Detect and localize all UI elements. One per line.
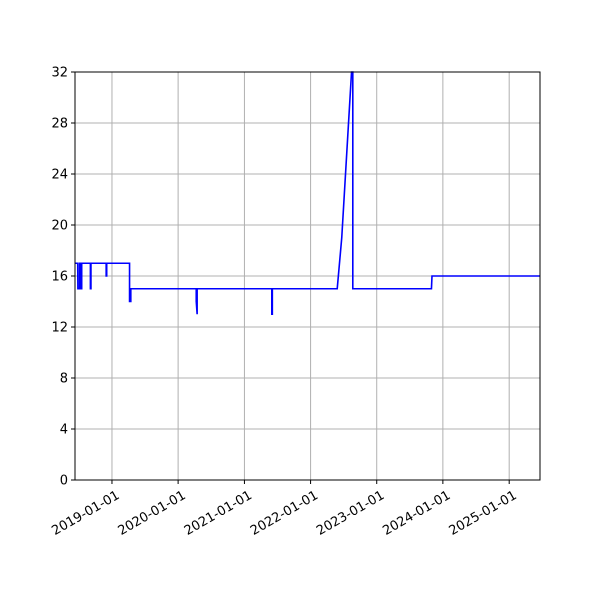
y-tick-label: 24 [51,168,68,183]
y-tick-label: 28 [51,117,68,132]
y-tick-label: 32 [51,66,68,81]
series-line [75,71,540,316]
y-tick-label: 0 [60,474,68,489]
y-tick-label: 12 [51,321,68,336]
y-tick-label: 20 [51,219,68,234]
y-tick-label: 4 [60,423,68,438]
y-tick-label: 16 [51,270,68,285]
series-layer [75,71,540,316]
y-tick-label: 8 [60,372,68,387]
